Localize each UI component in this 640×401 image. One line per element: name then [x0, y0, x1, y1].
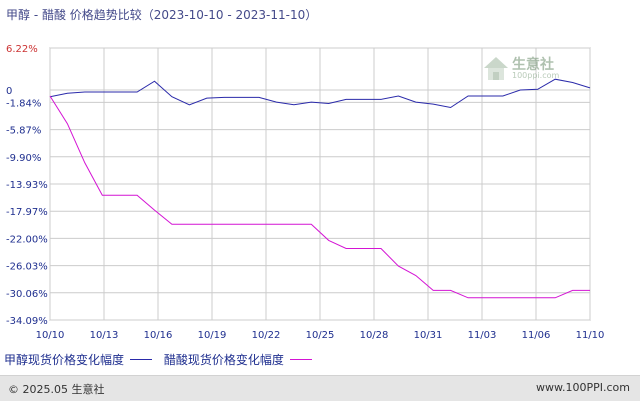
footer-url[interactable]: www.100PPI.com: [536, 381, 630, 394]
x-tick-label: 10/28: [360, 330, 389, 341]
y-tick-label: -30.06%: [6, 289, 48, 300]
y-tick-label: -17.97%: [6, 207, 48, 218]
y-tick-label: -5.87%: [6, 126, 41, 137]
legend-item-acetic-acid: 醋酸现货价格变化幅度: [164, 351, 312, 368]
y-tick-label: 0: [6, 86, 12, 97]
y-tick-label: -9.90%: [6, 153, 41, 164]
footer-copyright: © 2025.05 生意社: [8, 383, 105, 396]
x-tick-label: 11/10: [576, 330, 605, 341]
y-tick-label: -34.09%: [6, 316, 48, 327]
watermark-logo: 生意社 100ppi.com: [482, 54, 592, 84]
y-tick-label: -26.03%: [6, 262, 48, 273]
x-tick-label: 10/13: [90, 330, 119, 341]
footer-bar: © 2025.05 生意社 www.100PPI.com: [0, 375, 640, 401]
legend-label-methanol: 甲醇现货价格变化幅度: [4, 353, 125, 367]
x-tick-label: 11/06: [522, 330, 551, 341]
x-tick-label: 10/10: [36, 330, 65, 341]
legend-label-acetic-acid: 醋酸现货价格变化幅度: [163, 353, 284, 367]
x-tick-label: 10/19: [198, 330, 227, 341]
legend-swatch-methanol: [130, 359, 153, 360]
chart-title: 甲醇 - 醋酸 价格趋势比较（2023-10-10 - 2023-11-10）: [6, 8, 318, 22]
legend: 甲醇现货价格变化幅度 醋酸现货价格变化幅度: [4, 351, 320, 368]
series-line-0: [49, 78, 591, 109]
y-tick-label: 6.22%: [6, 44, 38, 55]
legend-item-methanol: 甲醇现货价格变化幅度: [4, 351, 153, 368]
watermark-brand: 生意社: [512, 57, 554, 73]
x-tick-label: 10/31: [414, 330, 443, 341]
house-logo-icon: [484, 57, 508, 80]
watermark-domain: 100ppi.com: [512, 71, 560, 80]
legend-swatch-acetic-acid: [289, 359, 312, 360]
y-tick-label: -1.84%: [6, 98, 41, 109]
x-tick-label: 11/03: [468, 330, 497, 341]
x-tick-label: 10/22: [252, 330, 281, 341]
series-line-1: [49, 95, 590, 299]
y-tick-label: -13.93%: [6, 180, 48, 191]
x-tick-label: 10/16: [144, 330, 173, 341]
x-tick-label: 10/25: [306, 330, 335, 341]
y-tick-label: -22.00%: [6, 234, 48, 245]
